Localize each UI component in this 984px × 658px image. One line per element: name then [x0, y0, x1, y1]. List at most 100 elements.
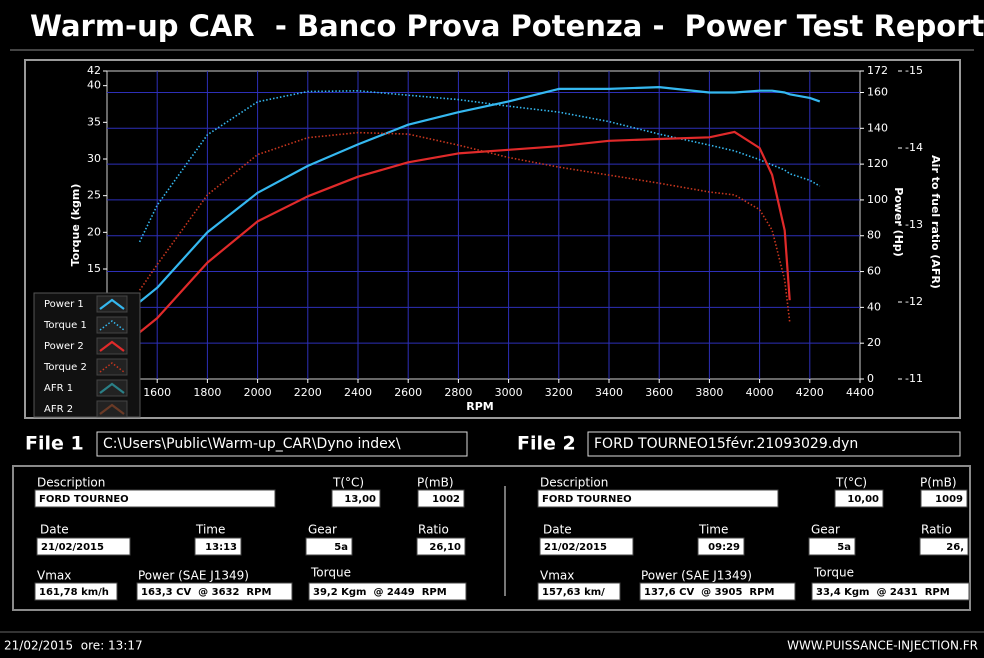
info-panel	[12, 465, 971, 611]
field-box	[305, 537, 353, 556]
field-value: 09:29	[708, 542, 740, 553]
file-path: C:\Users\Public\Warm-up_CAR\Dyno index\	[103, 436, 401, 452]
legend: Power 1 Torque 1 Power 2 Torque 2 AFR 1 AFR 2	[33, 292, 141, 418]
footer-website: WWW.PUISSANCE-INJECTION.FR	[787, 639, 978, 653]
y2-tick-label: 140	[867, 121, 888, 134]
y2-tick-label: 100	[867, 193, 888, 206]
plot-area	[106, 70, 861, 380]
field-value: 163,3 CV @ 3632 RPM	[141, 587, 271, 598]
field-box	[194, 537, 242, 556]
field-value: 21/02/2015	[544, 542, 607, 553]
field-box	[308, 582, 467, 601]
legend-swatch	[99, 382, 125, 394]
field-value: 26,10	[429, 542, 461, 553]
y3-tick-label: -11	[905, 372, 923, 385]
y-tick-label: 40	[87, 79, 101, 92]
y-tick-label: 35	[87, 115, 101, 128]
y2-tick-label: 40	[867, 300, 881, 313]
file-info: File 1 C:\Users\Public\Warm-up_CAR\Dyno i…	[25, 431, 970, 601]
field-box	[808, 537, 856, 556]
x-tick-label: 2400	[344, 386, 372, 399]
y-tick-label: 25	[87, 189, 101, 202]
legend-swatch-box	[96, 358, 128, 376]
field-label: Ratio	[418, 523, 449, 537]
field-value: 137,6 CV @ 3905 RPM	[644, 587, 774, 598]
field-box	[920, 489, 968, 508]
field-label: Ratio	[921, 523, 952, 537]
field-label: Torque	[813, 566, 854, 580]
x-tick-label: 2200	[294, 386, 322, 399]
legend-swatch	[99, 298, 125, 310]
field-label: Vmax	[37, 569, 71, 583]
field-value: 39,2 Kgm @ 2449 RPM	[313, 587, 447, 598]
x-tick-label: 3800	[695, 386, 723, 399]
field-label: Description	[37, 476, 105, 490]
field-label: Date	[543, 523, 572, 537]
field-label: Vmax	[540, 569, 574, 583]
y2-axis-label: Power (Hp)	[892, 187, 905, 257]
legend-label: AFR 1	[44, 383, 73, 394]
field-value: FORD TOURNEO	[542, 494, 632, 505]
field-box	[919, 537, 969, 556]
x-tick-label: 3000	[495, 386, 523, 399]
legend-label: Power 2	[44, 341, 84, 352]
field-box	[416, 537, 466, 556]
field-box	[539, 537, 634, 556]
y2-tick-label: 60	[867, 265, 881, 278]
x-tick-label: 4200	[796, 386, 824, 399]
x-tick-label: 2000	[244, 386, 272, 399]
y3-tick-label: -15	[905, 64, 923, 77]
legend-swatch-box	[96, 295, 128, 313]
x-axis-label: RPM	[466, 400, 493, 413]
field-label: P(mB)	[417, 476, 454, 490]
field-box	[34, 489, 276, 508]
field-label: T(°C)	[332, 476, 364, 490]
field-box	[639, 582, 796, 601]
y-tick-label: 15	[87, 262, 101, 275]
x-tick-label: 4400	[846, 386, 874, 399]
legend-label: Power 1	[44, 299, 84, 310]
legend-swatch-box	[96, 316, 128, 334]
field-value: 5a	[837, 542, 851, 553]
file-path-box	[96, 431, 468, 457]
field-box	[34, 582, 118, 601]
field-box	[331, 489, 381, 508]
legend-label: Torque 1	[43, 320, 87, 331]
x-tick-label: 2800	[444, 386, 472, 399]
field-value: 10,00	[847, 494, 879, 505]
field-label: P(mB)	[920, 476, 957, 490]
y2-tick-label: 172	[867, 64, 888, 77]
field-value: 1002	[432, 494, 460, 505]
field-value: 13,00	[344, 494, 376, 505]
y3-axis-label: Air to fuel ratio (AFR)	[929, 155, 942, 289]
field-label: Torque	[310, 566, 351, 580]
legend-swatch	[99, 340, 125, 352]
field-value: 157,63 km/	[542, 587, 605, 598]
field-label: Time	[698, 523, 728, 537]
field-box	[136, 582, 293, 601]
field-value: 5a	[334, 542, 348, 553]
field-value: 26,	[946, 542, 964, 553]
y3-tick-label: -12	[905, 295, 923, 308]
series-line	[138, 86, 821, 303]
footer-datetime: 21/02/2015 ore: 13:17	[4, 639, 143, 653]
field-value: 21/02/2015	[41, 542, 104, 553]
y2-tick-label: 0	[867, 372, 874, 385]
x-tick-label: 1600	[143, 386, 171, 399]
legend-swatch-box	[96, 400, 128, 418]
x-tick-label: 4000	[746, 386, 774, 399]
y2-tick-label: 160	[867, 85, 888, 98]
legend-swatch	[99, 320, 125, 331]
field-value: 161,78 km/h	[39, 587, 109, 598]
field-label: Gear	[308, 523, 337, 537]
series-line	[138, 130, 791, 334]
y2-tick-label: 20	[867, 336, 881, 349]
y-tick-label: 42	[87, 64, 101, 77]
field-label: T(°C)	[835, 476, 867, 490]
x-tick-label: 3600	[645, 386, 673, 399]
field-box	[537, 489, 779, 508]
field-box	[417, 489, 465, 508]
series-line	[138, 131, 791, 322]
